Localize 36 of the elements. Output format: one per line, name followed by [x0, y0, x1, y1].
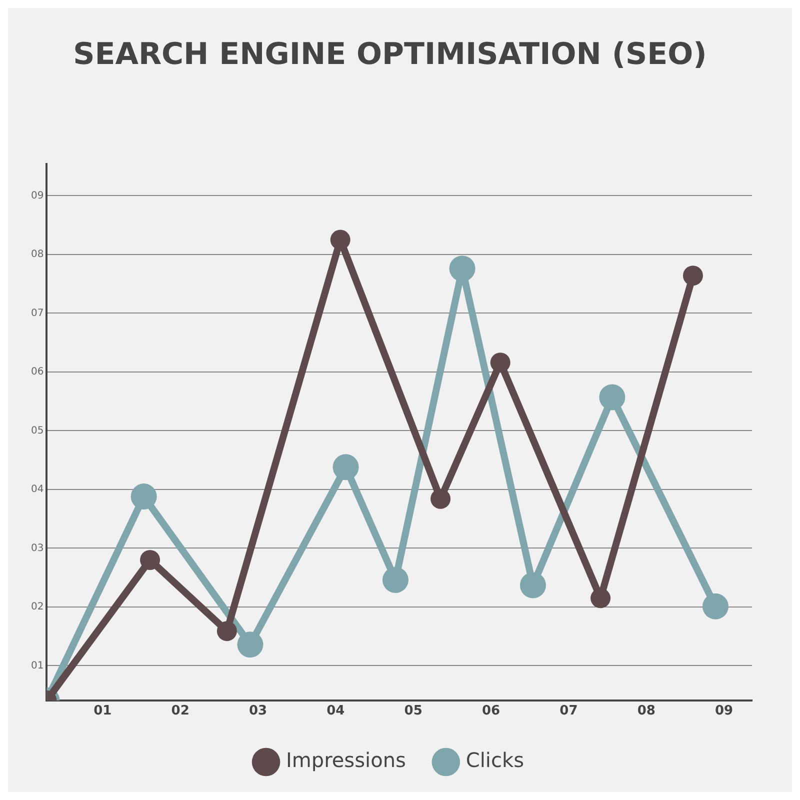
point: [332, 454, 359, 480]
y-tick-label: 07: [30, 308, 44, 319]
y-tick-label: 09: [30, 190, 44, 202]
y-tick-label: 08: [30, 249, 44, 260]
x-tick-label: 06: [482, 704, 500, 719]
point: [140, 550, 160, 570]
point: [216, 621, 237, 642]
y-tick-label: 01: [30, 660, 44, 672]
point: [237, 632, 264, 658]
point: [449, 256, 476, 282]
x-tick-label: 03: [248, 704, 268, 719]
x-tick-label: 04: [326, 704, 345, 719]
chart-title: SEARCH ENGINE OPTIMISATION (SEO): [73, 36, 707, 72]
y-tick-label: 03: [30, 542, 44, 554]
x-tick-label: 09: [714, 704, 734, 719]
y-tick-label: 02: [30, 602, 44, 613]
y-tick-label: 05: [30, 425, 44, 436]
y-tick-label: 06: [30, 366, 44, 378]
legend-label: Impressions: [286, 748, 406, 772]
point: [590, 588, 611, 608]
x-tick-label: 07: [560, 704, 578, 719]
point: [382, 566, 408, 593]
x-tick-label: 05: [404, 704, 422, 719]
point: [490, 352, 510, 373]
point: [520, 572, 546, 598]
legend-label: Clicks: [466, 748, 524, 772]
point: [702, 593, 728, 620]
point: [682, 266, 703, 286]
x-tick-label: 02: [171, 704, 190, 719]
point: [430, 488, 451, 509]
point: [599, 384, 626, 410]
x-tick-label: 01: [94, 704, 112, 719]
y-tick-label: 04: [30, 484, 44, 496]
x-tick-label: 08: [637, 704, 656, 719]
point: [130, 484, 157, 510]
point: [330, 230, 350, 250]
